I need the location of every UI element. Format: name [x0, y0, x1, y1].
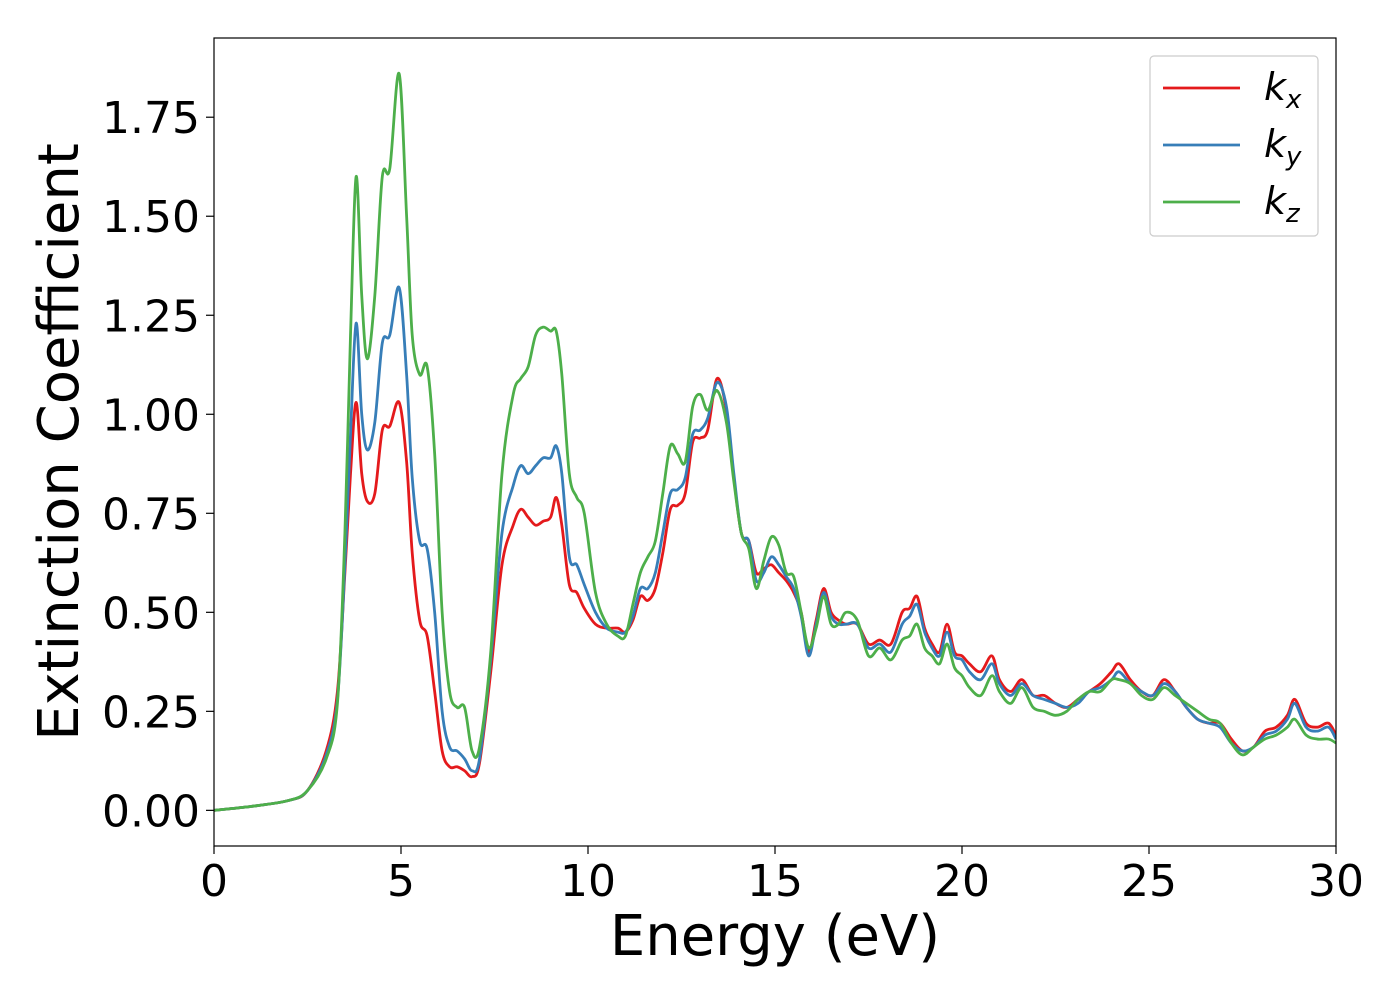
x-tick-label: 20 — [934, 856, 990, 907]
legend-label-z: kz — [1264, 179, 1301, 229]
x-tick-label: 15 — [747, 856, 803, 907]
y-tick-label: 1.50 — [102, 192, 200, 243]
legend-label-x: kx — [1264, 65, 1302, 115]
y-tick-label: 0.75 — [102, 489, 200, 540]
series-line-z — [214, 72, 1336, 812]
y-tick-label: 0.25 — [102, 687, 200, 738]
series-line-y — [214, 285, 1336, 812]
y-tick-label: 1.00 — [102, 390, 200, 441]
x-axis-title: Energy (eV) — [610, 904, 940, 969]
y-tick-label: 1.75 — [102, 93, 200, 144]
legend: kx ky kz — [1149, 55, 1319, 237]
y-tick-label: 0.50 — [102, 588, 200, 639]
x-tick-label: 25 — [1121, 856, 1177, 907]
y-axis-title: Extinction Coefficient — [27, 143, 92, 741]
x-tick-label: 30 — [1308, 856, 1364, 907]
series-line-x — [214, 376, 1336, 812]
legend-label-y: ky — [1264, 122, 1302, 172]
y-tick-label: 0.00 — [102, 786, 200, 837]
x-tick-label: 10 — [560, 856, 616, 907]
series-layer — [214, 72, 1336, 812]
y-tick-label: 1.25 — [102, 291, 200, 342]
x-tick-label: 5 — [387, 856, 415, 907]
y-axis: 0.00 0.25 0.50 0.75 1.00 1.25 1.50 1.75 — [102, 93, 214, 837]
x-axis: 0 5 10 15 20 25 30 — [200, 846, 1364, 907]
x-tick-label: 0 — [200, 856, 228, 907]
